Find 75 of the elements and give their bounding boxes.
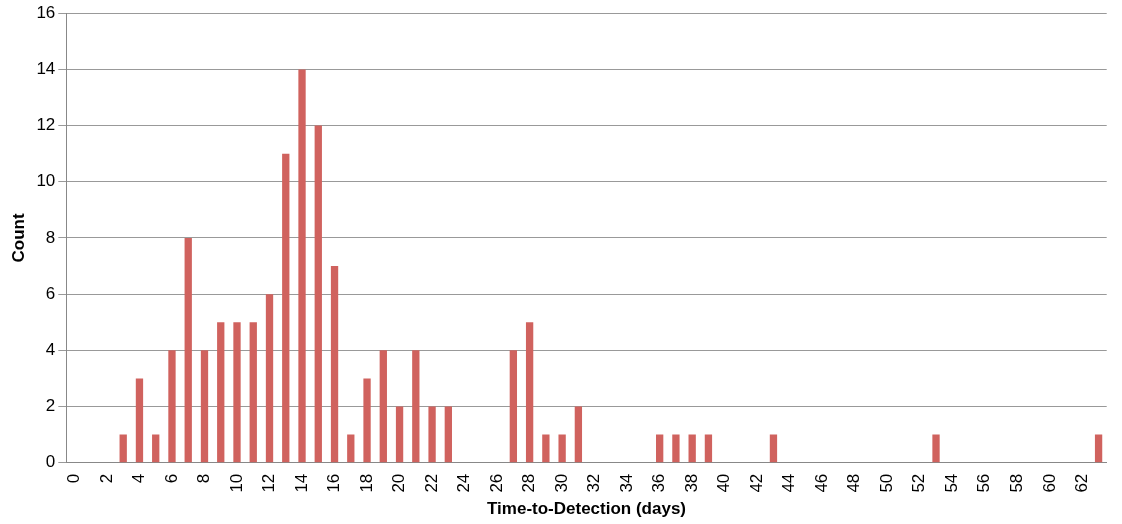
x-tick-label: 8 [194, 473, 214, 484]
bar [119, 434, 127, 463]
x-tick-label: 52 [909, 473, 929, 493]
x-tick-label: 34 [616, 473, 636, 493]
bar [509, 350, 518, 463]
x-tick-label: 32 [584, 473, 604, 493]
x-tick-label: 18 [356, 473, 376, 493]
y-tick-label: 14 [36, 59, 56, 79]
x-axis-title: Time-to-Detection (days) [487, 499, 687, 519]
x-tick-label: 42 [746, 473, 766, 493]
x-tick-label: 40 [714, 473, 734, 493]
x-tick-label: 50 [876, 473, 896, 493]
bar [444, 406, 452, 463]
bar [395, 406, 404, 463]
y-tick-label: 10 [36, 171, 56, 191]
bar [330, 266, 339, 463]
x-tick-label: 22 [421, 473, 441, 493]
y-tick-label: 8 [45, 227, 56, 247]
bar [152, 434, 160, 463]
bar [217, 322, 225, 463]
bar [233, 322, 241, 463]
x-tick-label: 10 [226, 473, 246, 493]
x-tick-label: 60 [1039, 473, 1059, 493]
bar [428, 406, 436, 463]
y-axis-title: Count [8, 213, 28, 263]
x-tick-label: 6 [161, 473, 181, 484]
bar [672, 434, 680, 463]
bar [656, 434, 664, 463]
bar [542, 434, 550, 463]
bar [769, 434, 778, 463]
y-tick-label: 2 [45, 396, 56, 416]
x-tick-label: 44 [779, 473, 799, 493]
x-tick-label: 26 [486, 473, 506, 493]
x-tick-label: 58 [1006, 473, 1026, 493]
x-tick-label: 24 [454, 473, 474, 493]
y-tick-label: 6 [45, 283, 56, 303]
bar [135, 378, 144, 463]
x-tick-label: 48 [844, 473, 864, 493]
bar [558, 434, 566, 463]
x-tick-label: 56 [974, 473, 994, 493]
bar [412, 350, 420, 463]
x-tick-label: 30 [551, 473, 571, 493]
x-tick-label: 0 [64, 473, 84, 484]
bar [184, 237, 192, 463]
bar [282, 153, 290, 463]
bar [200, 350, 209, 463]
x-tick-label: 16 [324, 473, 344, 493]
x-tick-label: 28 [519, 473, 539, 493]
y-tick-label: 16 [36, 2, 56, 22]
x-tick-label: 62 [1072, 473, 1092, 493]
x-tick-label: 38 [681, 473, 701, 493]
bar [932, 434, 940, 463]
bar [1094, 434, 1103, 463]
bar [704, 434, 713, 463]
y-tick-label: 4 [45, 340, 56, 360]
bar [363, 378, 371, 463]
bar [525, 322, 534, 463]
x-tick-label: 46 [811, 473, 831, 493]
x-tick-label: 54 [941, 473, 961, 493]
bar [688, 434, 696, 463]
x-tick-label: 12 [259, 473, 279, 493]
x-tick-label: 14 [291, 473, 311, 493]
bar [168, 350, 176, 463]
x-tick-label: 20 [389, 473, 409, 493]
x-tick-label: 4 [129, 473, 149, 484]
bar [249, 322, 257, 463]
bar [298, 69, 306, 463]
bar [347, 434, 355, 463]
bar [379, 350, 387, 463]
x-tick-label: 2 [96, 473, 116, 484]
bar [314, 125, 322, 463]
bar [265, 294, 274, 463]
y-tick-label: 12 [36, 115, 56, 135]
x-tick-label: 36 [649, 473, 669, 493]
bar [574, 406, 583, 463]
